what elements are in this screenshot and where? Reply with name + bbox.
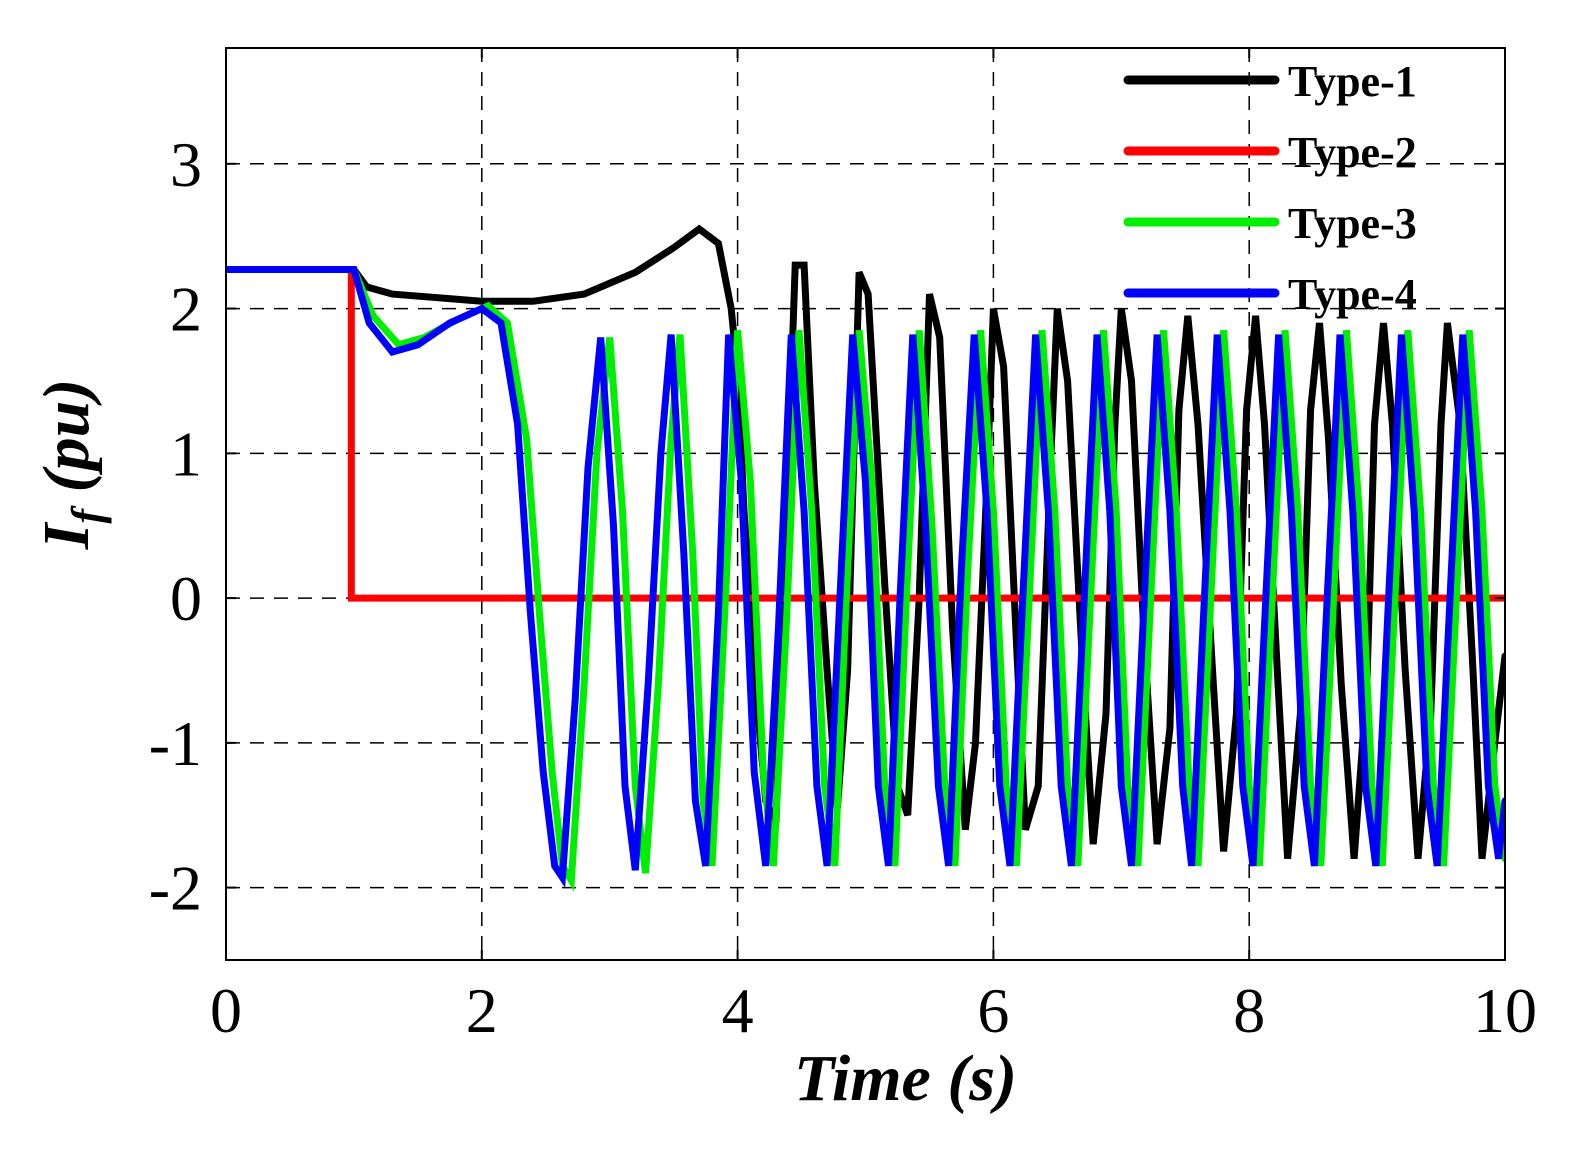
x-tick-label: 4 [722,975,754,1046]
y-tick-label: -1 [149,708,202,779]
tick-layer: 0 2 4 6 8 10 -2 -1 0 1 2 3 [149,48,1537,1046]
plot-frame [225,47,1506,961]
x-tick-label: 6 [977,975,1009,1046]
x-tick-label: 2 [466,975,498,1046]
legend: Type-1 Type-2 Type-3 Type-4 [1123,57,1417,319]
x-tick-label: 8 [1233,975,1265,1046]
x-tick-label: 0 [210,975,242,1046]
series-layer [226,224,1505,892]
y-tick-label: 1 [170,418,202,489]
y-axis-title: If (pu) [30,379,112,551]
y-axis-unit: (pu) [30,379,103,509]
legend-label-type-4: Type-4 [1288,270,1417,319]
y-axis-symbol: I [30,521,103,550]
y-tick-label: 0 [170,563,202,634]
series-line-type-4 [226,266,1505,888]
y-axis-subscript: f [63,505,112,524]
y-tick-label: 3 [170,129,202,200]
x-tick-label: 10 [1473,975,1537,1046]
legend-label-type-2: Type-2 [1288,128,1417,177]
y-tick-label: 2 [170,274,202,345]
series-line-type-3 [226,266,1505,892]
legend-label-type-1: Type-1 [1288,57,1417,106]
legend-label-type-3: Type-3 [1288,199,1417,248]
x-axis-title: Time (s) [794,1042,1017,1115]
y-tick-label: -2 [149,853,202,924]
